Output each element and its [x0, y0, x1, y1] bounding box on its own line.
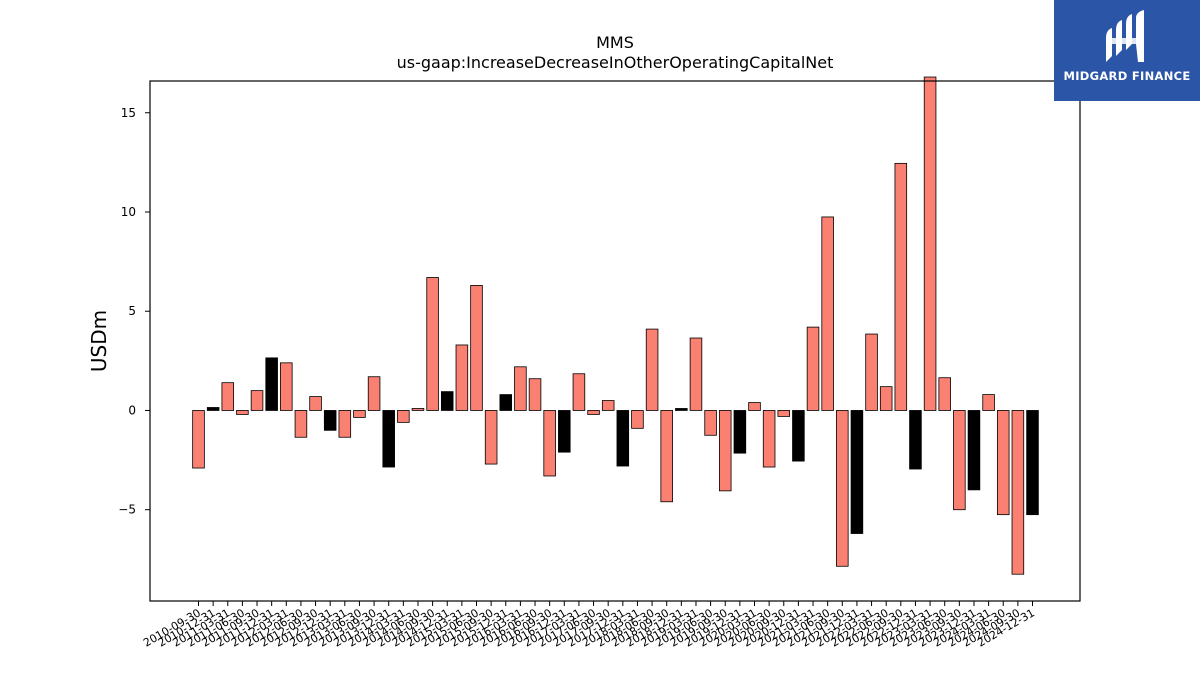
bar-2013-03-31 — [338, 410, 352, 438]
bar-2015-12-31 — [499, 394, 513, 411]
bar-2015-03-31 — [455, 344, 469, 411]
bar-2022-03-31 — [865, 333, 878, 411]
plot-frame — [149, 80, 1081, 602]
bar-2013-06-30 — [353, 410, 366, 418]
bar-2011-03-31 — [221, 382, 235, 411]
bar-2023-03-31 — [923, 76, 937, 411]
bar-2018-06-30 — [645, 328, 659, 411]
y-tick-label: −5 — [118, 503, 136, 517]
bar-2023-12-31 — [967, 410, 981, 491]
midgard-finance-logo: MIDGARD FINANCE — [1054, 0, 1200, 101]
bar-2024-09-30 — [1011, 410, 1025, 575]
bar-2020-03-31 — [748, 402, 761, 411]
bar-2010-09-30 — [192, 410, 205, 469]
bar-2011-12-31 — [265, 357, 278, 411]
bar-2018-09-30 — [660, 410, 673, 503]
bar-2020-12-31 — [792, 410, 805, 462]
bar-2024-12-31 — [1026, 410, 1039, 516]
bar-2022-06-30 — [879, 386, 893, 411]
bar-2021-12-31 — [850, 410, 864, 534]
y-tick-label: 0 — [128, 403, 136, 417]
bar-2020-09-30 — [777, 410, 791, 417]
bar-2019-03-31 — [689, 337, 703, 411]
bar-2017-09-30 — [601, 400, 615, 411]
bar-2012-06-30 — [294, 410, 308, 438]
bar-2019-06-30 — [704, 410, 717, 436]
bar-2016-09-30 — [543, 410, 556, 477]
bar-2022-09-30 — [894, 162, 908, 411]
bar-2015-09-30 — [484, 410, 498, 465]
bar-2012-03-31 — [280, 362, 293, 411]
logo-text: MIDGARD FINANCE — [1063, 69, 1191, 83]
y-tick-label: 10 — [121, 205, 136, 219]
bar-2017-12-31 — [616, 410, 630, 467]
bar-2018-03-31 — [631, 410, 644, 429]
bar-2013-12-31 — [382, 410, 395, 468]
chart-title: MMS — [596, 33, 634, 52]
bar-2021-06-30 — [821, 216, 834, 411]
bar-2016-06-30 — [528, 378, 542, 411]
bar-2015-06-30 — [470, 285, 483, 411]
bar-2014-12-31 — [440, 391, 454, 411]
bar-2019-12-31 — [733, 410, 747, 454]
y-axis: −5 0 5 10 15 — [118, 106, 150, 517]
bar-2014-03-31 — [397, 410, 410, 423]
bar-2017-03-31 — [572, 373, 586, 411]
bar-2018-12-31 — [675, 408, 688, 411]
bar-2013-09-30 — [367, 376, 381, 411]
bar-2010-12-31 — [206, 407, 220, 411]
bar-2022-12-31 — [909, 410, 922, 470]
bar-2014-09-30 — [426, 277, 439, 411]
y-axis-label: USDm — [87, 310, 111, 372]
bar-2024-06-30 — [996, 410, 1010, 516]
bar-2011-06-30 — [236, 410, 249, 415]
bar-2014-06-30 — [411, 408, 425, 411]
bar-2016-03-31 — [514, 366, 527, 411]
y-tick-label: 15 — [121, 106, 136, 120]
midgard-logo-icon — [1106, 10, 1144, 62]
chart-subtitle: us-gaap:IncreaseDecreaseInOtherOperating… — [396, 53, 834, 72]
bar-2023-06-30 — [938, 377, 951, 411]
bar-2012-12-31 — [323, 410, 337, 431]
y-tick-label: 5 — [128, 304, 136, 318]
bar-2016-12-31 — [558, 410, 571, 453]
x-axis: 2010-09-302010-12-312011-03-312011-06-30… — [141, 601, 1037, 650]
bars-layer — [192, 76, 1039, 575]
bar-2021-03-31 — [806, 326, 820, 411]
bar-2017-06-30 — [587, 410, 600, 415]
bar-2021-09-30 — [836, 410, 849, 567]
bar-2012-09-30 — [309, 396, 322, 411]
bar-2020-06-30 — [762, 410, 776, 468]
bar-2024-03-31 — [982, 394, 995, 411]
bar-2019-09-30 — [718, 410, 732, 492]
bar-2011-09-30 — [250, 390, 264, 411]
bar-2023-09-30 — [953, 410, 966, 511]
